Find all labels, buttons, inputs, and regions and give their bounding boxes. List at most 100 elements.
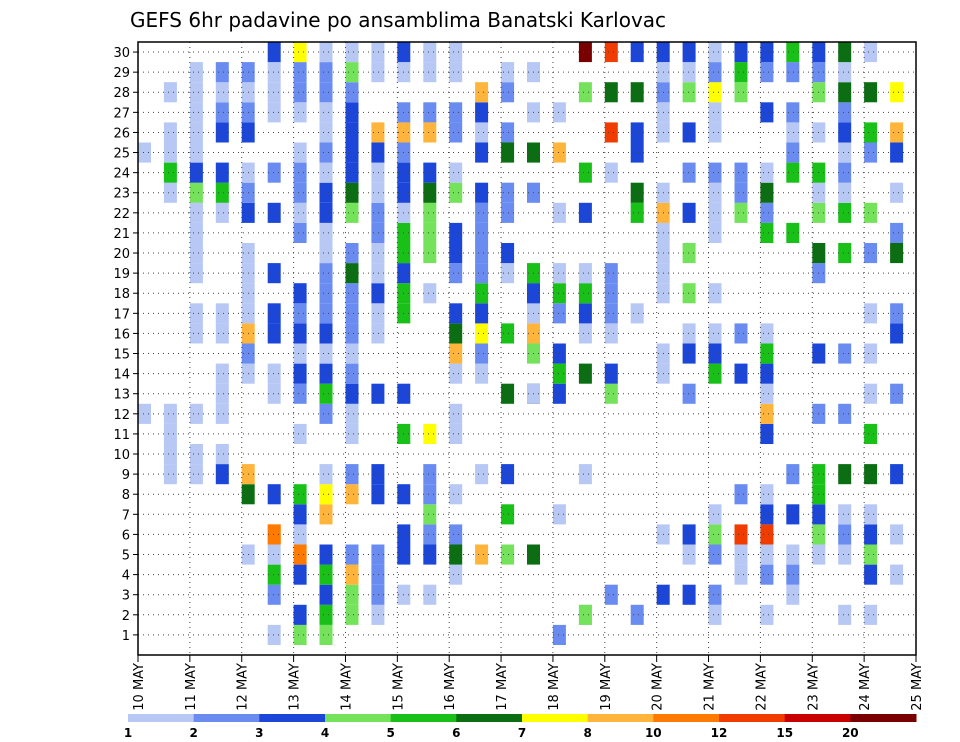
precip-cell [578, 363, 592, 384]
x-tick-label: 14 MAY [340, 663, 355, 711]
precip-cell [267, 484, 281, 505]
precip-cell [293, 484, 307, 505]
precip-cell [838, 343, 852, 364]
precip-cell [423, 42, 437, 63]
y-tick-label: 12 [113, 408, 130, 423]
precip-cell [786, 62, 800, 83]
precip-cell [734, 544, 748, 565]
precip-cell [682, 62, 696, 83]
precip-cell [708, 323, 722, 344]
legend-swatch [522, 714, 589, 722]
precip-cell [345, 423, 359, 444]
precip-cell [760, 162, 774, 183]
precip-cell [319, 484, 333, 505]
precip-cell [293, 283, 307, 304]
precip-cell [423, 484, 437, 505]
y-tick-label: 1 [122, 629, 130, 644]
precip-cell [890, 122, 904, 143]
precip-cell [760, 604, 774, 625]
precip-cell [708, 102, 722, 123]
precip-cell [293, 82, 307, 103]
precip-cell [319, 62, 333, 83]
precip-cell [371, 142, 385, 163]
legend-label: 6 [452, 726, 460, 740]
precip-cell [345, 122, 359, 143]
legend-swatch [390, 714, 457, 722]
legend-label: 15 [776, 726, 793, 740]
precip-cell [319, 283, 333, 304]
y-tick-label: 14 [113, 368, 130, 383]
precip-cell [215, 122, 229, 143]
precip-cell [864, 544, 878, 565]
precip-cell [864, 524, 878, 545]
y-tick-label: 26 [113, 126, 130, 141]
precip-cell [449, 564, 463, 585]
precip-cell [501, 243, 515, 264]
precip-cell [293, 604, 307, 625]
precip-cell [604, 323, 618, 344]
precip-cell [578, 283, 592, 304]
precip-cell [501, 544, 515, 565]
precip-cell [371, 383, 385, 404]
x-tick-label: 12 MAY [236, 663, 251, 711]
precip-cell [319, 102, 333, 123]
precip-cell [708, 524, 722, 545]
precip-cell [267, 624, 281, 645]
precip-cell [682, 243, 696, 264]
y-tick-label: 9 [122, 468, 130, 483]
precip-cell [163, 82, 177, 103]
precip-cell [760, 423, 774, 444]
precip-cell [345, 162, 359, 183]
precip-cell [760, 403, 774, 424]
precip-cell [293, 383, 307, 404]
legend-swatch [128, 714, 195, 722]
precip-cell [423, 62, 437, 83]
precip-cell [864, 122, 878, 143]
precip-cell [189, 122, 203, 143]
precip-cell [163, 182, 177, 203]
precip-cell [708, 62, 722, 83]
precip-cell [838, 82, 852, 103]
y-tick-label: 17 [113, 307, 130, 322]
precip-cell [475, 303, 489, 324]
precip-cell [864, 423, 878, 444]
precip-cell [371, 584, 385, 605]
precip-cell [760, 484, 774, 505]
precip-cell [501, 182, 515, 203]
precip-cell [475, 182, 489, 203]
precip-cell [552, 263, 566, 284]
precip-cell [734, 564, 748, 585]
precip-cell [760, 564, 774, 585]
precip-cell [215, 444, 229, 465]
legend: 1 2 3 4 5 6 7 8 10 12 15 20 [124, 714, 917, 740]
precip-cell [760, 42, 774, 63]
precip-cell [682, 283, 696, 304]
precip-cell [682, 323, 696, 344]
y-tick-label: 7 [122, 508, 130, 523]
precip-cell [552, 202, 566, 223]
precip-cell [319, 142, 333, 163]
legend-swatch [653, 714, 720, 722]
precip-cell [864, 464, 878, 485]
precip-cell [423, 122, 437, 143]
precip-cell [449, 102, 463, 123]
precip-cell [449, 403, 463, 424]
precip-cell [293, 42, 307, 63]
y-tick-label: 16 [113, 327, 130, 342]
precip-cell [449, 263, 463, 284]
precip-cell [215, 403, 229, 424]
legend-label: 12 [711, 726, 728, 740]
grid-lines [138, 42, 916, 655]
precip-cell [838, 142, 852, 163]
precip-cell [371, 303, 385, 324]
precip-cell [786, 544, 800, 565]
precip-cell [345, 142, 359, 163]
precip-cell [578, 604, 592, 625]
precip-cell [449, 303, 463, 324]
precip-cell [708, 222, 722, 243]
precip-cell [734, 363, 748, 384]
precip-cell [267, 62, 281, 83]
precip-cell [267, 544, 281, 565]
precip-cell [630, 82, 644, 103]
precip-cell [449, 524, 463, 545]
